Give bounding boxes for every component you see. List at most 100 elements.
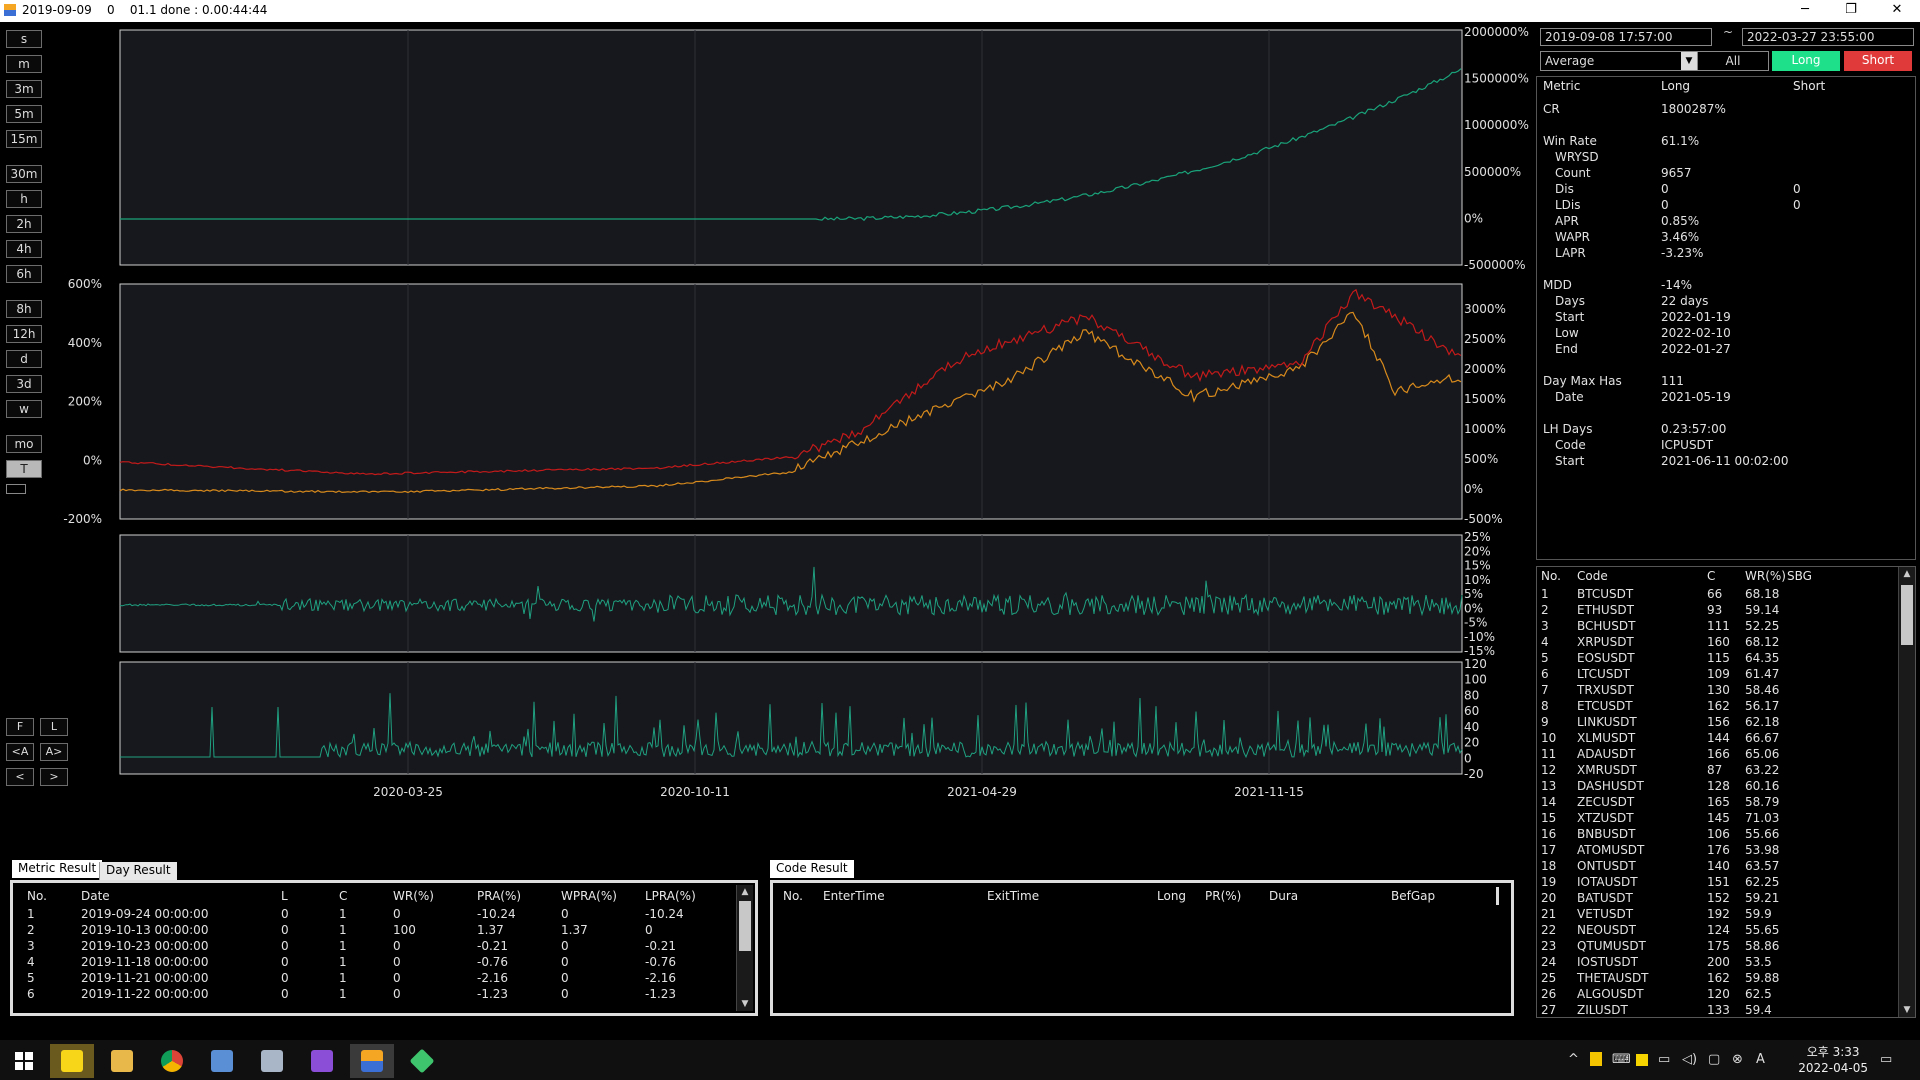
code-list-row[interactable]: 11 ADAUSDT 166 65.06 [1537, 747, 1887, 763]
code-list-row[interactable]: 8 ETCUSDT 162 56.17 [1537, 699, 1887, 715]
timeframe-button-15m[interactable]: 15m [6, 130, 42, 148]
clock[interactable]: 오후 3:33 2022-04-05 [1798, 1044, 1868, 1076]
keyboard-icon[interactable]: ⌨ [1612, 1052, 1631, 1067]
date-to-field[interactable]: 2022-03-27 23:55:00 [1742, 28, 1914, 46]
kakaotalk-icon[interactable] [50, 1044, 94, 1078]
code-list-row[interactable]: 15 XTZUSDT 145 71.03 [1537, 811, 1887, 827]
metric-grid-scrollbar[interactable]: ▲ ▼ [736, 885, 753, 1011]
code-list-row[interactable]: 3 BCHUSDT 111 52.25 [1537, 619, 1887, 635]
printer-icon[interactable] [250, 1044, 294, 1078]
code-list-row[interactable]: 6 LTCUSDT 109 61.47 [1537, 667, 1887, 683]
code-list-row[interactable]: 18 ONTUSDT 140 63.57 [1537, 859, 1887, 875]
metric-grid-row[interactable]: 2 2019-10-13 00:00:00 0 1 100 1.37 1.37 0 [13, 923, 733, 939]
metric-grid-row[interactable]: 1 2019-09-24 00:00:00 0 1 0 -10.24 0 -10.24 [13, 907, 733, 923]
code-list-row[interactable]: 19 IOTAUSDT 151 62.25 [1537, 875, 1887, 891]
metric-grid-row[interactable]: 5 2019-11-21 00:00:00 0 1 0 -2.16 0 -2.16 [13, 971, 733, 987]
lock-icon[interactable] [1590, 1052, 1602, 1066]
code-list-scrollbar[interactable]: ▲ ▼ [1898, 567, 1915, 1017]
code-list-header-2: C [1707, 569, 1716, 583]
code-list-row[interactable]: 22 NEOUSDT 124 55.65 [1537, 923, 1887, 939]
metric-grid-row[interactable]: 4 2019-11-18 00:00:00 0 1 0 -0.76 0 -0.76 [13, 955, 733, 971]
code-list-row[interactable]: 26 ALGOUSDT 120 62.5 [1537, 987, 1887, 1003]
code-list-row[interactable]: 12 XMRUSDT 87 63.22 [1537, 763, 1887, 779]
tab-code-result[interactable]: Code Result [770, 860, 854, 878]
close-button[interactable]: ✕ [1891, 2, 1903, 17]
timeframe-button-5m[interactable]: 5m [6, 105, 42, 123]
chrome-icon[interactable] [150, 1044, 194, 1078]
metric-grid-row[interactable]: 6 2019-11-22 00:00:00 0 1 0 -1.23 0 -1.23 [13, 987, 733, 1003]
notification-icon[interactable]: ▭ [1880, 1052, 1893, 1067]
code-list-row[interactable]: 10 XLMUSDT 144 66.67 [1537, 731, 1887, 747]
timeframe-button-m[interactable]: m [6, 55, 42, 73]
code-list-row[interactable]: 27 ZILUSDT 133 59.4 [1537, 1003, 1887, 1017]
code-list-row[interactable]: 25 THETAUSDT 162 59.88 [1537, 971, 1887, 987]
code-list-row[interactable]: 9 LINKUSDT 156 62.18 [1537, 715, 1887, 731]
all-button[interactable]: All [1697, 51, 1769, 71]
timeframe-button-3m[interactable]: 3m [6, 80, 42, 98]
timeframe-button-8h[interactable]: 8h [6, 300, 42, 318]
code-list-row[interactable]: 7 TRXUSDT 130 58.46 [1537, 683, 1887, 699]
next-a-button[interactable]: A> [40, 743, 68, 761]
restore-button[interactable]: ❐ [1845, 2, 1857, 17]
prev-a-button[interactable]: <A [6, 743, 34, 761]
timeframe-button-d[interactable]: d [6, 350, 42, 368]
long-button[interactable]: Long [1772, 51, 1840, 71]
timeframe-button-3d[interactable]: 3d [6, 375, 42, 393]
first-button[interactable]: F [6, 718, 34, 736]
tab-metric-result[interactable]: Metric Result [12, 860, 103, 878]
last-button[interactable]: L [40, 718, 68, 736]
timeframe-button-12h[interactable]: 12h [6, 325, 42, 343]
code-list-row[interactable]: 13 DASHUSDT 128 60.16 [1537, 779, 1887, 795]
prev-button[interactable]: < [6, 768, 34, 786]
chevron-up-icon[interactable]: ^ [1568, 1052, 1579, 1067]
cancel-icon[interactable]: ⊗ [1732, 1052, 1743, 1067]
visual-studio-icon[interactable] [300, 1044, 344, 1078]
date-from-field[interactable]: 2019-09-08 17:57:00 [1540, 28, 1712, 46]
windows-start-icon[interactable] [2, 1044, 46, 1078]
file-explorer-icon[interactable] [100, 1044, 144, 1078]
timeframe-button-s[interactable]: s [6, 30, 42, 48]
sticky-app-icon[interactable] [400, 1044, 444, 1078]
volume-icon[interactable]: ◁) [1682, 1052, 1698, 1067]
scroll-down-icon[interactable]: ▼ [1903, 1005, 1911, 1015]
code-list-row[interactable]: 21 VETUSDT 192 59.9 [1537, 907, 1887, 923]
timeframe-button-T[interactable]: T [6, 460, 42, 478]
timeframe-button-6h[interactable]: 6h [6, 265, 42, 283]
code-list-row[interactable]: 16 BNBUSDT 106 55.66 [1537, 827, 1887, 843]
metric-select[interactable]: Average ▼ [1540, 51, 1698, 71]
scroll-up-icon[interactable]: ▲ [741, 887, 749, 897]
scroll-thumb[interactable] [739, 901, 751, 951]
code-list-row[interactable]: 17 ATOMUSDT 176 53.98 [1537, 843, 1887, 859]
code-list-row[interactable]: 5 EOSUSDT 115 64.35 [1537, 651, 1887, 667]
ime-icon[interactable]: A [1756, 1052, 1765, 1067]
metric-grid-header-1: Date [81, 889, 110, 903]
timeframe-button-h[interactable]: h [6, 190, 42, 208]
code-list-row[interactable]: 1 BTCUSDT 66 68.18 [1537, 587, 1887, 603]
backtest-app-icon[interactable] [350, 1044, 394, 1078]
tab-day-result[interactable]: Day Result [99, 862, 177, 880]
network-icon[interactable]: ▭ [1658, 1052, 1671, 1067]
code-list-row[interactable]: 14 ZECUSDT 165 58.79 [1537, 795, 1887, 811]
code-list-row[interactable]: 24 IOSTUSDT 200 53.5 [1537, 955, 1887, 971]
timeframe-button-2h[interactable]: 2h [6, 215, 42, 233]
column-resize-handle[interactable] [1496, 887, 1499, 905]
display-icon[interactable]: ▢ [1708, 1052, 1721, 1067]
code-list-row[interactable]: 4 XRPUSDT 160 68.12 [1537, 635, 1887, 651]
minimize-button[interactable]: ─ [1801, 2, 1809, 17]
scroll-thumb[interactable] [1901, 585, 1913, 645]
timeframe-button-w[interactable]: w [6, 400, 42, 418]
short-button[interactable]: Short [1844, 51, 1912, 71]
scroll-down-icon[interactable]: ▼ [741, 999, 749, 1009]
remote-desktop-icon[interactable] [200, 1044, 244, 1078]
code-list-row[interactable]: 20 BATUSDT 152 59.21 [1537, 891, 1887, 907]
small-box-control[interactable] [6, 484, 26, 494]
timeframe-button-4h[interactable]: 4h [6, 240, 42, 258]
metric-grid-row[interactable]: 3 2019-10-23 00:00:00 0 1 0 -0.21 0 -0.21 [13, 939, 733, 955]
scroll-up-icon[interactable]: ▲ [1903, 569, 1911, 579]
code-list-row[interactable]: 2 ETHUSDT 93 59.14 [1537, 603, 1887, 619]
timeframe-button-30m[interactable]: 30m [6, 165, 42, 183]
timeframe-button-mo[interactable]: mo [6, 435, 42, 453]
code-list-row[interactable]: 23 QTUMUSDT 175 58.86 [1537, 939, 1887, 955]
notes-icon[interactable] [1636, 1054, 1648, 1066]
next-button[interactable]: > [40, 768, 68, 786]
